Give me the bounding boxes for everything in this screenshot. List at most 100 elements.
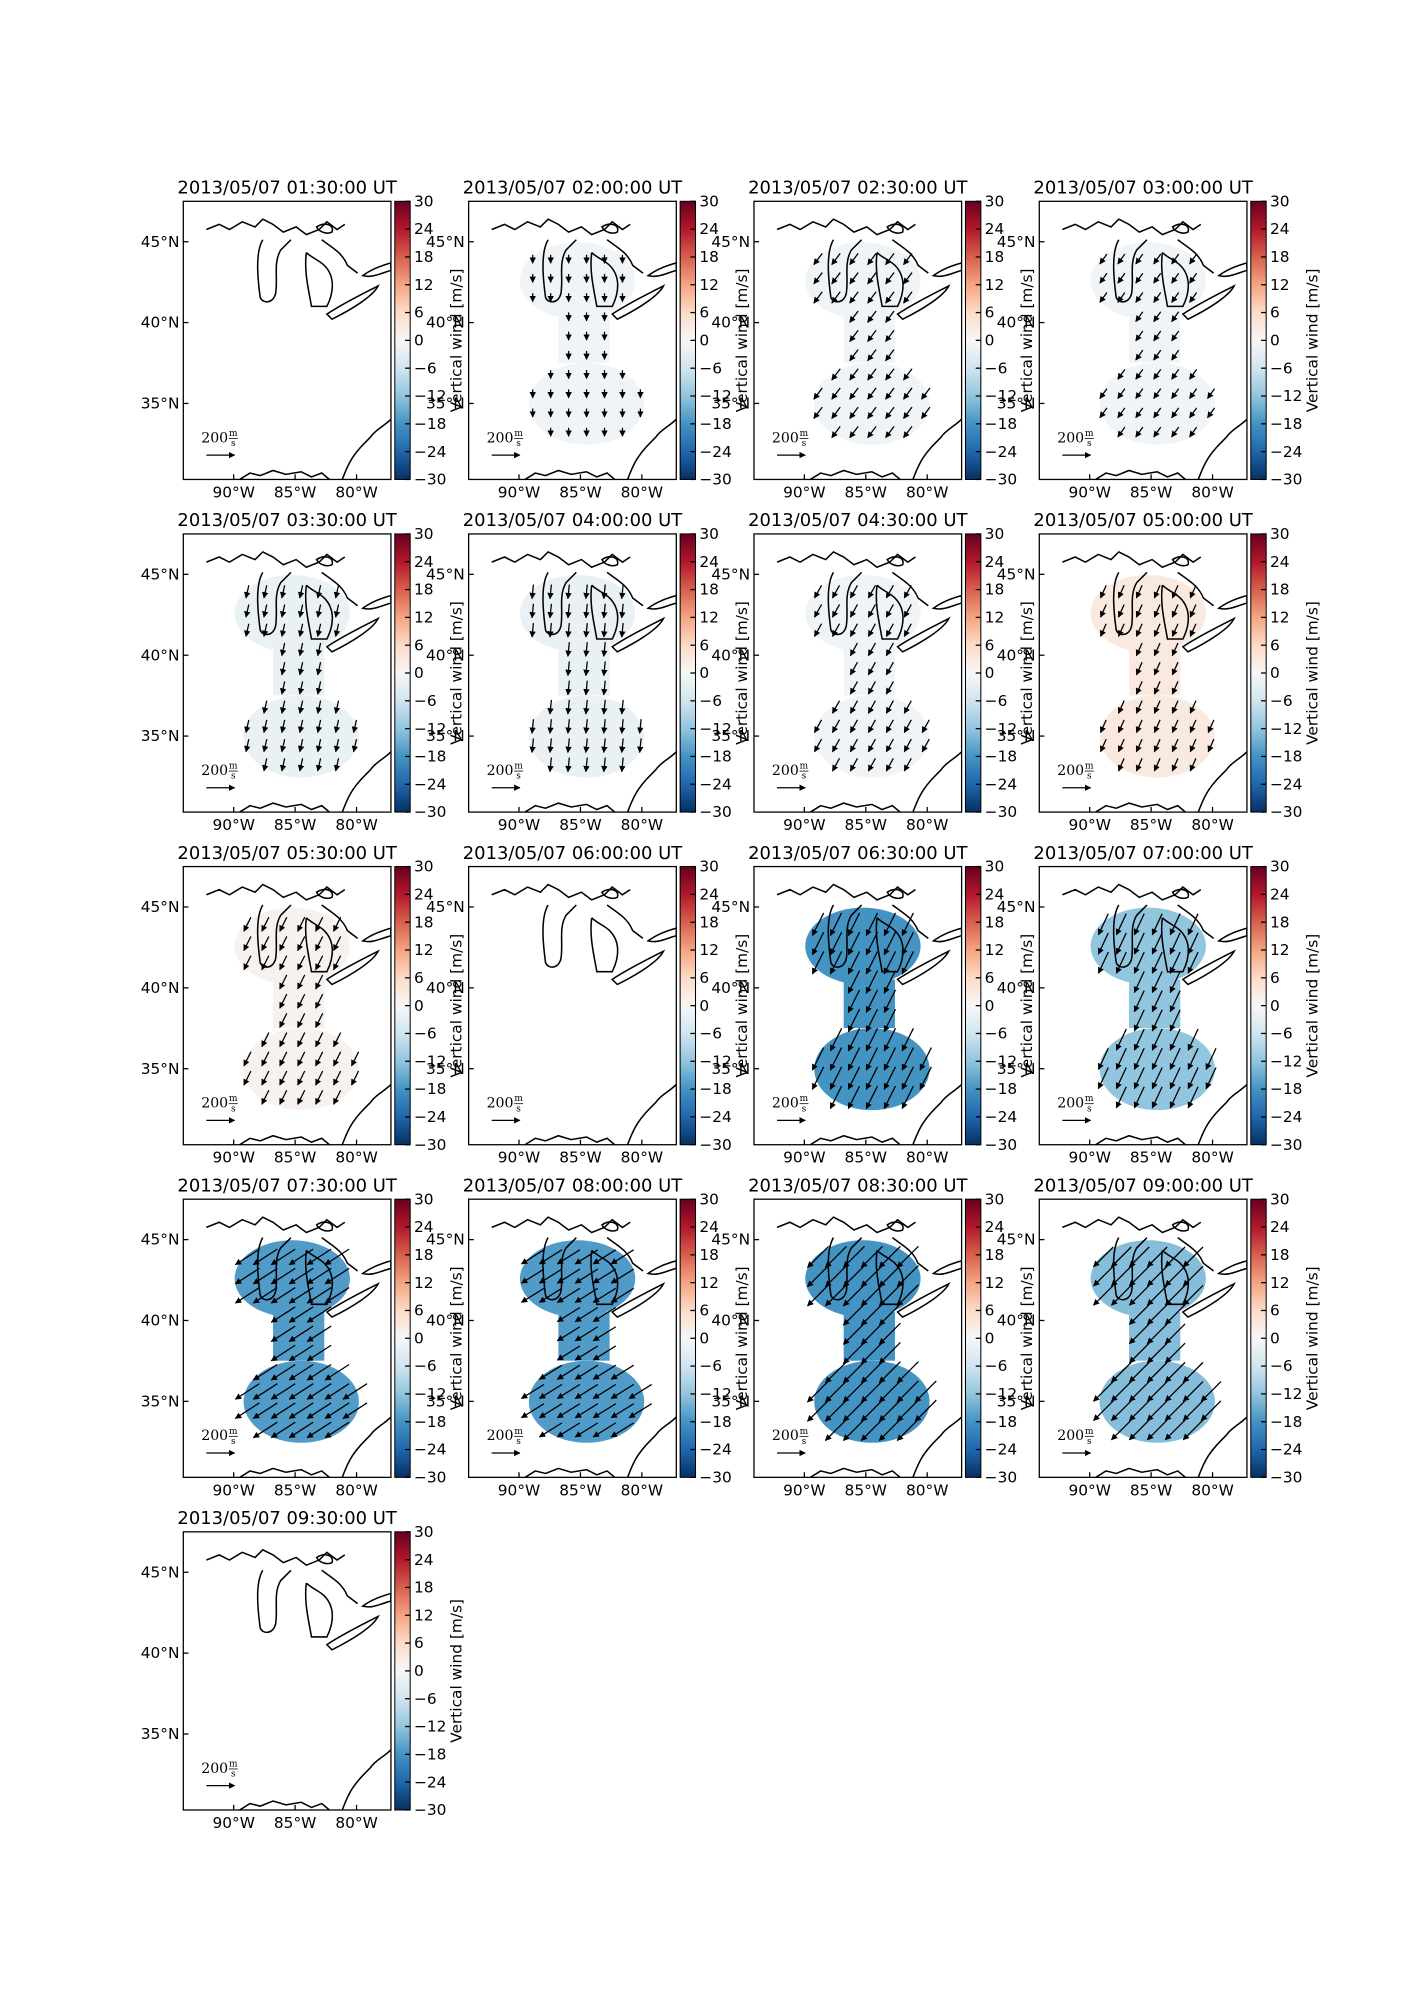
wind-arrow bbox=[831, 368, 841, 381]
map-frame bbox=[182, 1198, 392, 1478]
wind-arrow bbox=[919, 1047, 932, 1071]
map-panel: 2013/05/07 06:30:00 UT 45°N 40°N 35°N 90°W 85… bbox=[711, 843, 1036, 1167]
colorbar-tick-label: 24 bbox=[985, 1218, 1005, 1236]
lon-tick-label: 80°W bbox=[335, 1149, 377, 1167]
wind-arrow bbox=[1187, 1047, 1199, 1070]
colorbar-tick-label: 18 bbox=[1270, 248, 1290, 266]
wind-arrow bbox=[315, 936, 324, 952]
wind-arrow bbox=[849, 349, 859, 362]
lon-tick-label: 85°W bbox=[1130, 483, 1172, 501]
wind-arrow bbox=[279, 662, 287, 676]
wind-arrow bbox=[878, 1245, 901, 1268]
lon-tick-label: 85°W bbox=[559, 816, 601, 834]
wind-arrow bbox=[1164, 1246, 1186, 1268]
wind-arrow bbox=[878, 1361, 901, 1384]
colorbar-tick-label: −24 bbox=[1270, 1108, 1302, 1126]
colorbar-tick-label: −6 bbox=[1270, 1025, 1293, 1043]
colorbar-tick-label: 12 bbox=[414, 1606, 434, 1624]
colorbar-tick-label: −12 bbox=[414, 387, 446, 405]
lat-tick-label: 40°N bbox=[426, 646, 465, 664]
colorbar-tick-label: 24 bbox=[699, 220, 719, 238]
lat-tick-label: 40°N bbox=[997, 314, 1036, 332]
wind-arrow bbox=[333, 719, 341, 734]
scale-unit: m bbox=[229, 429, 238, 439]
wind-arrow bbox=[1151, 932, 1163, 955]
wind-arrow bbox=[351, 719, 359, 734]
panel-title: 2013/05/07 07:30:00 UT bbox=[177, 1176, 397, 1197]
colorbar-label: Vertical wind [m/s] bbox=[447, 268, 465, 412]
wind-arrow bbox=[867, 681, 876, 695]
wind-arrow bbox=[1189, 272, 1198, 284]
wind-arrow bbox=[860, 1380, 883, 1403]
colorbar-tick-label: −6 bbox=[1270, 359, 1293, 377]
panel-title: 2013/05/07 06:30:00 UT bbox=[748, 843, 968, 864]
colorbar-tick-label: 12 bbox=[414, 276, 434, 294]
colorbar-tick-label: −30 bbox=[414, 1468, 446, 1486]
colorbar-tick-label: 18 bbox=[699, 1246, 719, 1264]
colorbar-tick-label: −30 bbox=[699, 1136, 731, 1154]
panel-title: 2013/05/07 09:30:00 UT bbox=[177, 1508, 397, 1529]
wind-arrow bbox=[547, 738, 554, 754]
wind-arrow bbox=[592, 1403, 617, 1419]
wind-arrow bbox=[315, 700, 323, 714]
wind-arrow bbox=[333, 936, 342, 952]
wind-arrow bbox=[831, 738, 841, 753]
wind-arrow bbox=[583, 642, 590, 657]
wind-arrow bbox=[1153, 623, 1161, 637]
wind-arrow bbox=[619, 719, 626, 734]
wind-arrow bbox=[297, 1032, 306, 1048]
wind-arrow bbox=[574, 1364, 599, 1380]
colorbar-tick-label: 0 bbox=[1270, 664, 1280, 682]
colorbar: 30 24 18 12 6 0 −6 −12 −18 −24 −30 Vertical wind [m… bbox=[964, 192, 1036, 489]
wind-arrow bbox=[601, 719, 608, 734]
panel-title: 2013/05/07 03:30:00 UT bbox=[177, 510, 397, 531]
wind-arrow bbox=[1133, 951, 1145, 974]
map-frame bbox=[467, 533, 677, 813]
wind-arrow bbox=[333, 585, 341, 599]
wind-arrow bbox=[883, 912, 897, 937]
colorbar-tick-label: 30 bbox=[985, 192, 1005, 210]
lon-tick-label: 80°W bbox=[1191, 816, 1233, 834]
wind-arrow bbox=[878, 1380, 901, 1403]
wind-arrow bbox=[538, 1287, 563, 1303]
wind-arrow bbox=[583, 699, 590, 715]
wind-arrow bbox=[574, 1422, 599, 1438]
wind-arrow bbox=[842, 1399, 865, 1422]
wind-arrow bbox=[1093, 1265, 1114, 1287]
colorbar-tick-label: 0 bbox=[414, 997, 424, 1015]
wind-region bbox=[1099, 695, 1215, 778]
wind-arrow bbox=[565, 622, 572, 638]
wind-arrow bbox=[1135, 369, 1144, 380]
wind-arrow bbox=[1099, 623, 1107, 637]
wind-arrow bbox=[297, 936, 306, 952]
colorbar-tick-label: −18 bbox=[414, 1745, 446, 1763]
colorbar: 30 24 18 12 6 0 −6 −12 −18 −24 −30 Vertical wind [m… bbox=[964, 858, 1036, 1154]
wind-arrow bbox=[306, 1306, 332, 1323]
wind-arrow bbox=[279, 585, 287, 599]
colorbar-tick-label: 24 bbox=[414, 1218, 434, 1236]
colorbar-label: Vertical wind [m/s] bbox=[1018, 934, 1036, 1078]
map-frame bbox=[753, 1198, 963, 1478]
colorbar-tick-label: −30 bbox=[1270, 1468, 1302, 1486]
wind-arrow bbox=[1187, 913, 1199, 936]
wind-arrow bbox=[1153, 758, 1161, 772]
map-frame bbox=[753, 200, 963, 481]
colorbar-tick-label: 12 bbox=[414, 1274, 434, 1292]
colorbar-tick-label: −30 bbox=[699, 1468, 731, 1486]
wind-arrow bbox=[601, 738, 608, 754]
wind-arrow bbox=[867, 368, 877, 381]
wind-arrow bbox=[243, 955, 252, 971]
colorbar-tick-label: 30 bbox=[1270, 1190, 1290, 1208]
wind-arrow bbox=[619, 584, 626, 600]
wind-arrow bbox=[1189, 623, 1197, 637]
wind-arrow bbox=[1128, 1246, 1150, 1268]
wind-arrow bbox=[297, 1070, 306, 1086]
panel-title: 2013/05/07 01:30:00 UT bbox=[177, 178, 397, 199]
wind-arrow bbox=[1135, 349, 1144, 361]
wind-arrow bbox=[547, 757, 554, 773]
wind-arrow bbox=[270, 1344, 296, 1362]
wind-arrow bbox=[831, 426, 841, 439]
colorbar-tick-label: 30 bbox=[699, 858, 719, 876]
wind-arrow bbox=[574, 1268, 599, 1284]
colorbar-tick-label: 0 bbox=[414, 1662, 424, 1680]
